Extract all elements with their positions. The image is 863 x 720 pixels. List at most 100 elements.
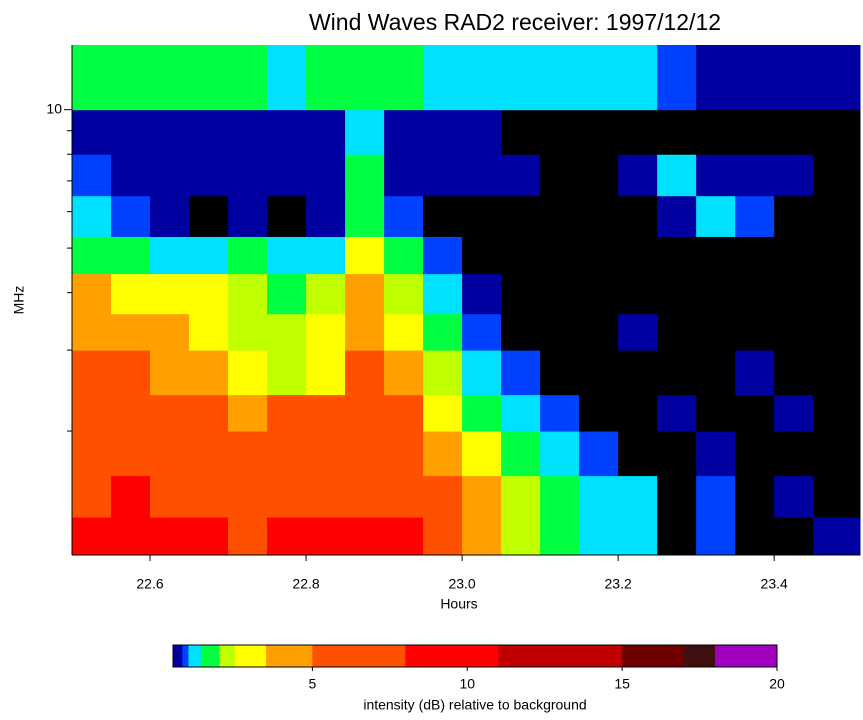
heatmap-cell <box>384 273 424 315</box>
heatmap-cell <box>501 45 541 111</box>
heatmap-cell <box>306 431 346 477</box>
heatmap-cell <box>579 431 619 477</box>
heatmap-cell <box>267 109 307 155</box>
heatmap-cell <box>774 45 814 111</box>
heatmap-cell <box>579 517 619 556</box>
heatmap-cell <box>618 517 658 556</box>
heatmap-cell <box>228 517 268 556</box>
heatmap-cell <box>540 475 580 518</box>
heatmap-cell <box>462 45 502 111</box>
heatmap-cell <box>501 517 541 556</box>
heatmap-cell <box>696 475 736 518</box>
heatmap-cell <box>735 236 775 275</box>
heatmap-cell <box>423 394 463 432</box>
y-tick-label: 10 <box>46 100 62 116</box>
colorbar-segment <box>405 645 499 667</box>
heatmap-cell <box>189 350 229 396</box>
heatmap-cell <box>306 475 346 518</box>
y-axis-label: MHz <box>11 286 27 315</box>
heatmap-cell <box>267 517 307 556</box>
colorbar-segment <box>173 645 183 667</box>
heatmap-cell <box>345 475 385 518</box>
heatmap-cell <box>540 394 580 432</box>
heatmap-cell <box>618 394 658 432</box>
heatmap-cell <box>813 273 861 315</box>
x-tick-label: 22.8 <box>292 576 319 592</box>
heatmap-cell <box>462 350 502 396</box>
heatmap-cell <box>813 350 861 396</box>
heatmap-cell <box>462 475 502 518</box>
heatmap-cell <box>540 273 580 315</box>
heatmap-cell <box>423 45 463 111</box>
heatmap-cell <box>228 45 268 111</box>
heatmap-cell <box>813 475 861 518</box>
heatmap-cell <box>774 236 814 275</box>
heatmap-cell <box>423 517 463 556</box>
heatmap-cell <box>72 154 112 197</box>
heatmap-cell <box>735 475 775 518</box>
heatmap-cell <box>189 431 229 477</box>
heatmap-cell <box>813 431 861 477</box>
heatmap-cell <box>618 313 658 351</box>
heatmap-cell <box>345 45 385 111</box>
heatmap-cell <box>150 517 190 556</box>
heatmap-cell <box>657 236 697 275</box>
heatmap-cell <box>735 45 775 111</box>
heatmap-cell <box>735 517 775 556</box>
colorbar-segment <box>182 645 189 667</box>
heatmap-cell <box>657 273 697 315</box>
heatmap-cell <box>540 195 580 237</box>
colorbar-segment <box>188 645 202 667</box>
heatmap-cell <box>501 195 541 237</box>
heatmap-cell <box>189 109 229 155</box>
heatmap-cell <box>657 313 697 351</box>
heatmap-cell <box>345 273 385 315</box>
heatmap-cell <box>111 350 151 396</box>
heatmap-cell <box>462 517 502 556</box>
heatmap-cell <box>735 350 775 396</box>
heatmap-cell <box>150 350 190 396</box>
heatmap-cell <box>345 313 385 351</box>
heatmap-cell <box>657 475 697 518</box>
heatmap-cell <box>423 236 463 275</box>
heatmap-cell <box>618 195 658 237</box>
heatmap-cell <box>540 517 580 556</box>
heatmap-cell <box>345 195 385 237</box>
heatmap-cell <box>189 45 229 111</box>
heatmap-cell <box>384 394 424 432</box>
heatmap-cell <box>111 109 151 155</box>
x-axis-label: Hours <box>440 596 477 612</box>
heatmap-cell <box>423 109 463 155</box>
heatmap-cell <box>657 394 697 432</box>
heatmap-cell <box>384 109 424 155</box>
heatmap-cell <box>111 394 151 432</box>
heatmap-cell <box>696 431 736 477</box>
heatmap-cell <box>579 109 619 155</box>
heatmap-cell <box>579 195 619 237</box>
heatmap-cell <box>696 236 736 275</box>
colorbar-segment <box>498 645 623 667</box>
heatmap-cell <box>540 431 580 477</box>
heatmap-cell <box>774 273 814 315</box>
heatmap-cell <box>657 154 697 197</box>
heatmap-cell <box>384 236 424 275</box>
heatmap-cell <box>774 350 814 396</box>
heatmap-cell <box>579 313 619 351</box>
heatmap-cell <box>228 313 268 351</box>
heatmap-cell <box>72 431 112 477</box>
heatmap-cell <box>618 431 658 477</box>
heatmap-cell <box>189 195 229 237</box>
heatmap-cell <box>696 45 736 111</box>
heatmap-cell <box>735 109 775 155</box>
heatmap-cell <box>267 394 307 432</box>
heatmap-cell <box>618 45 658 111</box>
heatmap-cell <box>501 394 541 432</box>
heatmap-cell <box>111 273 151 315</box>
heatmap-cell <box>579 236 619 275</box>
heatmap-cell <box>306 236 346 275</box>
heatmap-cell <box>306 350 346 396</box>
heatmap-cell <box>579 273 619 315</box>
heatmap-cell <box>618 273 658 315</box>
heatmap-cell <box>111 154 151 197</box>
colorbar-segment <box>312 645 406 667</box>
